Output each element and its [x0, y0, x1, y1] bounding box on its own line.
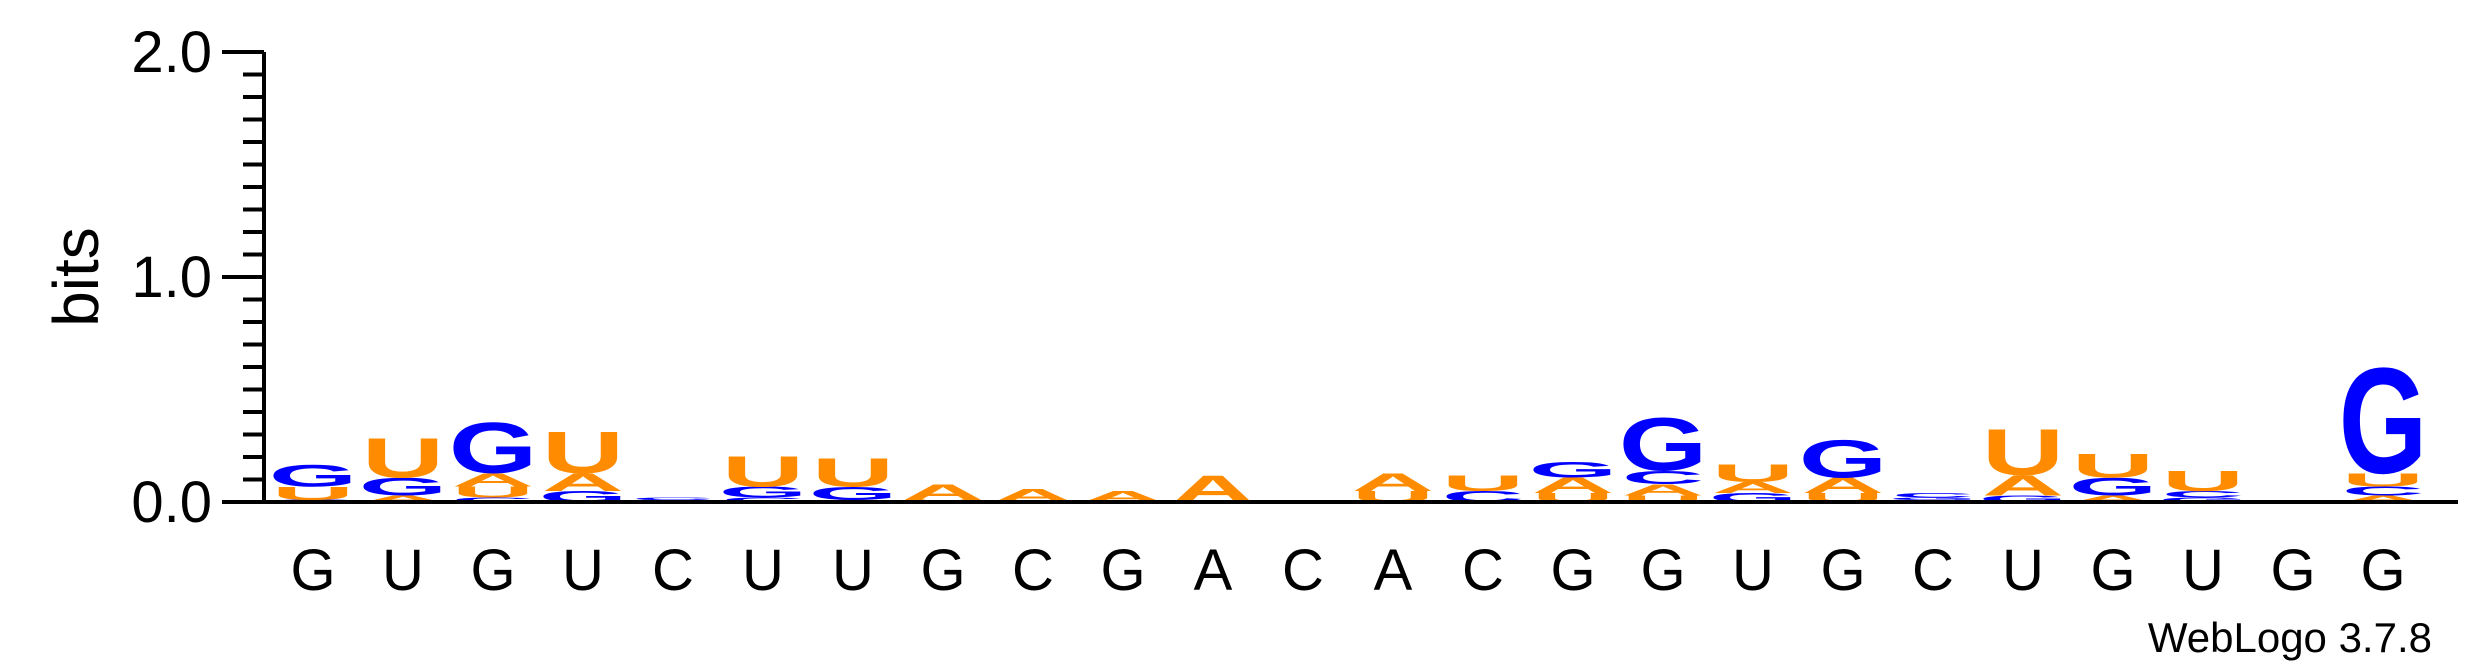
logo-letter-u: U [2072, 446, 2154, 485]
x-tick-label: G [1100, 538, 1145, 603]
weblogo-credit: WebLogo 3.7.8 [2148, 614, 2432, 661]
letter-stack: AGU [2069, 446, 2158, 504]
logo-letter-a: A [362, 494, 444, 505]
letter-stack: CUG [269, 458, 358, 504]
letter-stack: GCU [2159, 465, 2248, 503]
x-tick-label: G [2360, 538, 2405, 603]
y-axis-label: bits [40, 227, 112, 327]
letter-stack: UA [1352, 468, 1434, 505]
x-tick-label: U [2182, 538, 2224, 603]
logo-letter-g: G [1619, 403, 1708, 487]
logo-letter-a: A [542, 468, 624, 496]
letter-stack: UAG [1799, 429, 1888, 505]
logo-letter-u: U [2342, 469, 2424, 490]
letter-stack: AGU [359, 427, 448, 504]
logo-letter-c: C [452, 496, 534, 503]
logo-letter-u: U [812, 450, 894, 495]
x-tick-label: C [652, 538, 694, 603]
logo-letter-g: G [2339, 337, 2428, 505]
logo-letter-a: A [1532, 473, 1614, 497]
x-tick-label: U [2002, 538, 2044, 603]
logo-letter-u: U [2162, 465, 2244, 497]
logo-letter-g: G [1889, 497, 1978, 501]
logo-letter-u: U [452, 483, 534, 501]
x-tick-label: G [1550, 538, 1595, 603]
logo-letter-g: G [359, 473, 448, 501]
x-tick-label: G [920, 538, 965, 603]
x-tick-label: A [1194, 538, 1233, 603]
logo-letter-u: U [362, 427, 444, 490]
logo-letter-g: G [719, 483, 808, 501]
letter-stack: CGU [719, 447, 808, 503]
x-tick-label: C [1282, 538, 1324, 603]
logo-letter-g: G [1799, 429, 1888, 489]
logo-letter-g: G [1979, 494, 2068, 505]
y-tick-label: 1.0 [131, 245, 212, 310]
logo-letter-g: G [2069, 473, 2158, 501]
letter-stack: AGU [809, 450, 898, 504]
logo-letter-a: A [2072, 494, 2154, 505]
letter-stack: GAU [1709, 459, 1798, 505]
logo-letter-c: C [1892, 492, 1974, 499]
letter-stack: GAU [1979, 415, 2068, 504]
logo-letter-g: G [809, 483, 898, 504]
logo-letter-u: U [1622, 494, 1704, 505]
x-tick-label: G [1640, 538, 1685, 603]
x-tick-label: G [2090, 538, 2135, 603]
logo-letter-u: U [272, 483, 354, 504]
letter-stack: GAU [539, 420, 628, 506]
logo-letter-u: U [1442, 471, 1524, 495]
logo-letter-a: A [1982, 470, 2064, 502]
x-tick-label: U [1732, 538, 1774, 603]
x-tick-label: U [562, 538, 604, 603]
x-tick-label: G [2270, 538, 2315, 603]
x-tick-label: C [1912, 538, 1954, 603]
logo-letter-g: G [269, 458, 358, 493]
x-tick-label: A [1374, 538, 1413, 603]
x-tick-label: U [832, 538, 874, 603]
logo-letter-g: G [1529, 458, 1618, 482]
logo-letter-a: A [1352, 468, 1434, 496]
logo-letter-a: A [1622, 481, 1704, 499]
logo-letter-a: A [1802, 473, 1884, 497]
y-ticks: 0.0 1.0 2.0 [131, 20, 264, 535]
logo-letter-c: C [2342, 484, 2424, 498]
logo-letter-a: A [1712, 479, 1794, 497]
logo-letter-a: A [2342, 494, 2424, 505]
logo-letter-c: C [1622, 467, 1704, 488]
logo-letter-u: U [722, 447, 804, 496]
logo-letter-u: U [1982, 415, 2064, 489]
logo-letter-u: U [542, 420, 624, 486]
logo-letter-c: C [722, 496, 804, 503]
logo-letter-a: A [452, 469, 534, 490]
x-tick-label: U [382, 538, 424, 603]
logo-letter-g: G [2159, 496, 2248, 503]
x-tick-label: G [470, 538, 515, 603]
logo-letter-u: U [1712, 459, 1794, 487]
x-tick-label: U [742, 538, 784, 603]
letter-stack: UAG [1529, 458, 1618, 505]
y-tick-label: 0.0 [131, 470, 212, 535]
x-tick-label: G [1820, 538, 1865, 603]
logo-letter-g: G [449, 408, 538, 488]
x-tick-label: C [1012, 538, 1054, 603]
x-tick-label: G [290, 538, 335, 603]
y-tick-label: 2.0 [131, 20, 212, 85]
x-tick-label: C [1462, 538, 1504, 603]
logo-letter-c: C [632, 497, 714, 501]
logo-letter-c: C [2162, 489, 2244, 500]
